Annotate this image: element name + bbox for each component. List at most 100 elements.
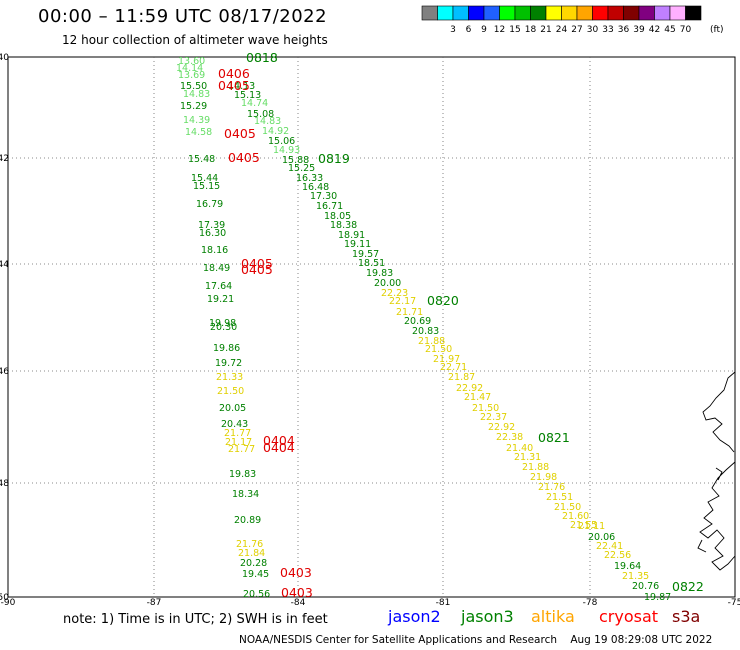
right-track-wave-height: 14.93 — [273, 145, 300, 156]
colorbar-tick-label: 27 — [571, 25, 582, 35]
map-title: 00:00 – 11:59 UTC 08/17/2022 — [38, 6, 328, 27]
left-track-wave-height: 21.17 — [225, 437, 252, 448]
latitude-label: -50 — [0, 593, 9, 603]
colorbar-tick-label: 6 — [466, 25, 472, 35]
colorbar-tick-label: 24 — [556, 25, 568, 35]
colorbar-tick-label: 39 — [633, 25, 645, 35]
left-track-wave-height: 15.15 — [193, 181, 220, 192]
right-track-wave-height: 21.76 — [538, 482, 565, 493]
left-track-wave-height: 21.33 — [216, 372, 243, 383]
altimeter-map: -40 -42 -44 -46 -48 -50-90 -87 -84 -81 -78 -75 13.6… — [0, 50, 740, 605]
right-track-wave-height: 21.40 — [506, 443, 533, 454]
right-track-wave-height: 20.69 — [404, 316, 431, 327]
pass-time-label: 0405 — [228, 150, 260, 165]
pass-time-label: 0405 — [224, 126, 256, 141]
left-track-wave-height: 20.56 — [243, 589, 270, 600]
mission-altika: altika — [531, 607, 575, 626]
left-track-wave-height: 19.98 — [209, 318, 236, 329]
pass-time-label: 0405 — [241, 262, 273, 277]
mission-s3a: s3a — [672, 607, 701, 626]
left-track-wave-height: 18.49 — [203, 263, 230, 274]
map-subtitle: 12 hour collection of altimeter wave hei… — [62, 33, 328, 47]
latitude-label: -44 — [0, 260, 9, 270]
colorbar-tick-label: 42 — [649, 25, 660, 35]
right-track-wave-height: 21.60 — [562, 511, 589, 522]
right-track-wave-height: 14.74 — [241, 98, 268, 109]
footer-note: note: 1) Time is in UTC; 2) SWH is in fe… — [63, 612, 328, 627]
pass-time-label: 0819 — [318, 151, 350, 166]
pass-time-label: 0404 — [263, 433, 295, 448]
left-track-wave-height: 19.45 — [242, 569, 269, 580]
right-track-wave-height: 18.91 — [338, 230, 365, 241]
left-track-wave-height: 13.60 — [178, 56, 205, 67]
left-track-wave-height: 17.39 — [198, 220, 225, 231]
right-track-wave-height: 15.88 — [282, 155, 309, 166]
pass-time-label: 0404 — [263, 440, 295, 455]
left-track-wave-height: 13.69 — [178, 70, 205, 81]
longitude-label: -81 — [436, 598, 451, 605]
pass-time-label: 0405 — [241, 256, 273, 271]
pass-time-label: 0406 — [218, 66, 250, 81]
left-track-wave-height: 21.84 — [238, 548, 265, 559]
left-track-wave-height: 20.05 — [219, 403, 246, 414]
colorbar-tick-label: 21 — [540, 25, 551, 35]
longitude-label: -87 — [147, 598, 162, 605]
wave-height-colorbar: 3 6 9 12 15 18 21 24 27 30 33 36 39 42 45 70 (ft) — [421, 5, 724, 35]
right-track-wave-height: 21.50 — [425, 344, 452, 355]
right-track-wave-height: 15.13 — [234, 90, 261, 101]
right-track-wave-height: 19.83 — [366, 268, 393, 279]
right-track-wave-height: 22.92 — [488, 422, 515, 433]
left-track-wave-height: 15.44 — [191, 173, 218, 184]
longitude-label: -78 — [583, 598, 598, 605]
right-track-wave-height: 21.55 — [570, 520, 597, 531]
mission-cryosat: cryosat — [599, 607, 659, 626]
colorbar-tick-label: 9 — [481, 25, 487, 35]
right-track-wave-height: 16.71 — [316, 201, 343, 212]
left-track-wave-height: 14.39 — [183, 115, 210, 126]
left-track-wave-height: 19.86 — [213, 343, 240, 354]
coastline — [697, 371, 736, 571]
latitude-label: -42 — [0, 154, 9, 164]
right-track-wave-height: 15.25 — [288, 163, 315, 174]
left-track-wave-height: 17.64 — [205, 281, 232, 292]
right-track-wave-height: 21.51 — [546, 492, 573, 503]
right-track-wave-height: 21.35 — [622, 571, 649, 582]
right-track-wave-height: 22.92 — [456, 383, 483, 394]
right-track-wave-height: 22.41 — [596, 541, 623, 552]
colorbar-tick-label: 30 — [587, 25, 599, 35]
pass-time-label: 0821 — [538, 430, 570, 445]
longitude-label: -84 — [291, 598, 306, 605]
right-track-wave-height: 22.23 — [381, 288, 408, 299]
longitude-label: -90 — [1, 598, 16, 605]
latitude-label: -48 — [0, 479, 9, 489]
right-track-wave-height: 16.33 — [296, 173, 323, 184]
right-track-wave-height: 19.11 — [344, 239, 371, 250]
left-track-wave-height: 19.83 — [229, 469, 256, 480]
right-track-wave-height: 14.83 — [254, 116, 281, 127]
left-track-wave-height: 21.77 — [224, 428, 251, 439]
right-track-wave-height: 18.05 — [324, 211, 351, 222]
colorbar-unit: (ft) — [710, 25, 724, 35]
pass-time-label: 0403 — [280, 565, 312, 580]
right-track-wave-height: 21.97 — [433, 354, 460, 365]
right-track-wave-height: 15.08 — [247, 109, 274, 120]
left-track-wave-height: 16.30 — [199, 228, 226, 239]
right-track-wave-height: 15.06 — [268, 136, 295, 147]
left-track-wave-height: 14.14 — [176, 63, 203, 74]
right-track-wave-height: 19.57 — [352, 249, 379, 260]
colorbar-tick-label: 18 — [525, 25, 537, 35]
colorbar-tick-label: 36 — [618, 25, 630, 35]
left-track-wave-height: 14.83 — [183, 89, 210, 100]
left-track-wave-height: 15.50 — [180, 81, 207, 92]
right-track-wave-height: 19.64 — [614, 561, 641, 572]
latitude-label: -46 — [0, 367, 9, 377]
right-track-wave-height: 16.48 — [302, 182, 329, 193]
longitude-label: -75 — [728, 598, 740, 605]
right-track-wave-height: 22.71 — [440, 362, 467, 373]
right-track-wave-height: 20.06 — [588, 532, 615, 543]
left-track-wave-height: 21.76 — [236, 539, 263, 550]
colorbar-tick-label: 12 — [494, 25, 505, 35]
mission-jason3: jason3 — [461, 607, 514, 626]
left-track-wave-height: 20.43 — [221, 419, 248, 430]
left-track-wave-height: 16.79 — [196, 199, 223, 210]
